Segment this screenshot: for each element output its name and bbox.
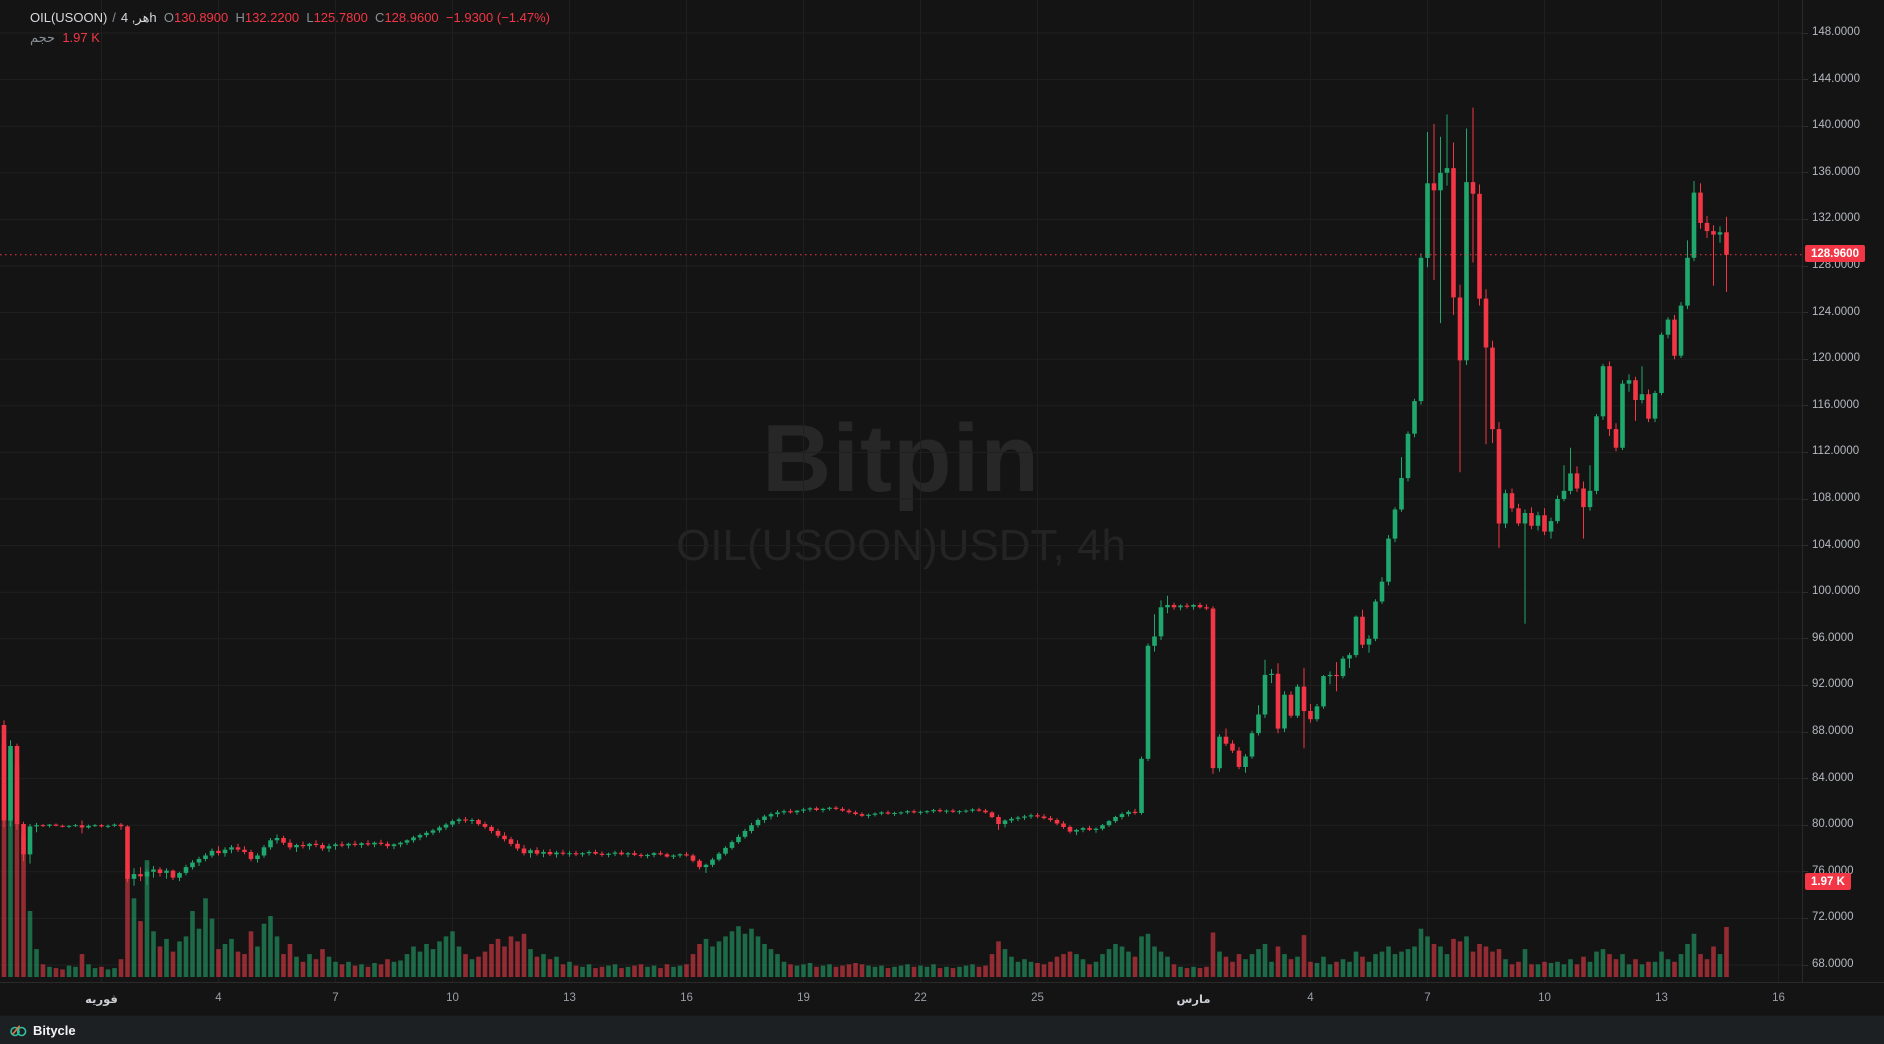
- price-axis-label: 100.0000: [1812, 585, 1860, 598]
- interval-suffix: h: [149, 10, 157, 25]
- price-axis-label: 96.0000: [1812, 631, 1854, 644]
- time-axis-day-label: 19: [797, 992, 810, 1004]
- price-axis-label: 120.0000: [1812, 352, 1860, 365]
- time-axis-day-label: 16: [1772, 992, 1785, 1004]
- price-axis-tick: [1803, 871, 1808, 873]
- bitycle-brand-text: Bitycle: [33, 1022, 76, 1038]
- time-axis-day-label: 22: [914, 992, 927, 1004]
- legend-volume-row[interactable]: حجم 1.97 K: [30, 28, 550, 48]
- low-value: 125.7800: [313, 10, 368, 25]
- footer-bar: Bitycle: [0, 1015, 1884, 1044]
- price-axis-label: 84.0000: [1812, 771, 1854, 784]
- price-axis-tick: [1803, 824, 1808, 826]
- price-axis-tick: [1803, 917, 1808, 919]
- legend-separator: /: [112, 10, 116, 25]
- open-label: O: [163, 10, 175, 25]
- price-axis-tick: [1803, 125, 1808, 127]
- time-axis-day-label: 10: [1538, 992, 1551, 1004]
- price-axis-tick: [1803, 731, 1808, 733]
- price-axis-label: 92.0000: [1812, 678, 1854, 691]
- price-axis-tick: [1803, 638, 1808, 640]
- price-axis-label: 68.0000: [1812, 958, 1854, 970]
- price-axis-label: 140.0000: [1812, 119, 1860, 132]
- price-axis-tick: [1803, 591, 1808, 593]
- price-axis-tick: [1803, 498, 1808, 500]
- time-axis-day-label: 16: [680, 992, 693, 1004]
- price-axis-tick: [1803, 312, 1808, 314]
- volume-value: 1.97 K: [62, 30, 100, 45]
- time-axis-day-label: 7: [332, 992, 339, 1004]
- time-axis-day-label: 4: [1307, 992, 1314, 1004]
- price-axis-tick: [1803, 684, 1808, 686]
- price-axis-tick: [1803, 358, 1808, 360]
- bitycle-brand-link[interactable]: Bitycle: [10, 1023, 76, 1038]
- price-axis-tick: [1803, 545, 1808, 547]
- price-axis-label: 88.0000: [1812, 725, 1854, 737]
- price-axis-tick: [1803, 451, 1808, 453]
- price-axis-tick: [1803, 405, 1808, 407]
- price-axis-tick: [1803, 265, 1808, 267]
- time-axis-day-label: 13: [1655, 992, 1668, 1004]
- price-axis-label: 116.0000: [1812, 398, 1860, 411]
- time-axis-day-label: 10: [446, 992, 459, 1004]
- change-value: −1.9300 (−1.47%): [445, 10, 550, 25]
- volume-badge: 1.97 K: [1805, 873, 1851, 890]
- price-axis-tick: [1803, 218, 1808, 220]
- open-value: 130.8900: [174, 10, 229, 25]
- high-value: 132.2200: [244, 10, 300, 25]
- price-axis-label: 128.0000: [1812, 259, 1860, 271]
- interval-number[interactable]: 4: [120, 10, 129, 25]
- price-axis-label: 80.0000: [1812, 818, 1854, 831]
- price-axis-tick: [1803, 964, 1808, 966]
- low-label: L: [306, 10, 314, 25]
- price-axis-label: 72.0000: [1812, 911, 1854, 924]
- time-axis[interactable]: فوريه 4 7 10 13 16 19 22 25 مارس 4 7 10 13 16: [0, 982, 1884, 1016]
- price-axis-label: 136.0000: [1812, 165, 1860, 178]
- time-axis-day-label: 7: [1424, 992, 1431, 1004]
- candlestick-chart[interactable]: [0, 0, 1802, 982]
- price-axis-label: 144.0000: [1812, 72, 1860, 85]
- volume-label: حجم: [30, 30, 56, 45]
- price-axis-tick: [1803, 79, 1808, 81]
- price-axis-label: 112.0000: [1812, 445, 1860, 458]
- interval-word: هر,: [131, 10, 150, 25]
- price-axis-label: 148.0000: [1812, 26, 1860, 38]
- time-axis-day-label: 13: [563, 992, 576, 1004]
- price-axis[interactable]: 128.9600 1.97 K 148.0000 144.0000 140.0000…: [1802, 0, 1884, 982]
- price-axis-label: 124.0000: [1812, 305, 1860, 318]
- high-label: H: [235, 10, 245, 25]
- price-axis-label: 104.0000: [1812, 538, 1860, 551]
- price-axis-label: 132.0000: [1812, 212, 1860, 225]
- price-axis-label: 108.0000: [1812, 492, 1860, 504]
- price-axis-tick: [1803, 172, 1808, 174]
- time-axis-month-label: فوريه: [85, 994, 118, 1006]
- price-axis-tick: [1803, 32, 1808, 34]
- current-price-badge: 128.9600: [1805, 244, 1865, 262]
- time-axis-day-label: 25: [1031, 992, 1044, 1004]
- time-axis-month-label: مارس: [1176, 994, 1211, 1006]
- price-axis-tick: [1803, 778, 1808, 780]
- time-axis-day-label: 4: [215, 992, 222, 1004]
- close-label: C: [375, 10, 385, 25]
- bitycle-logo-icon: [10, 1023, 27, 1038]
- close-value: 128.9600: [384, 10, 439, 25]
- symbol-title[interactable]: OIL(USOON): [30, 10, 108, 25]
